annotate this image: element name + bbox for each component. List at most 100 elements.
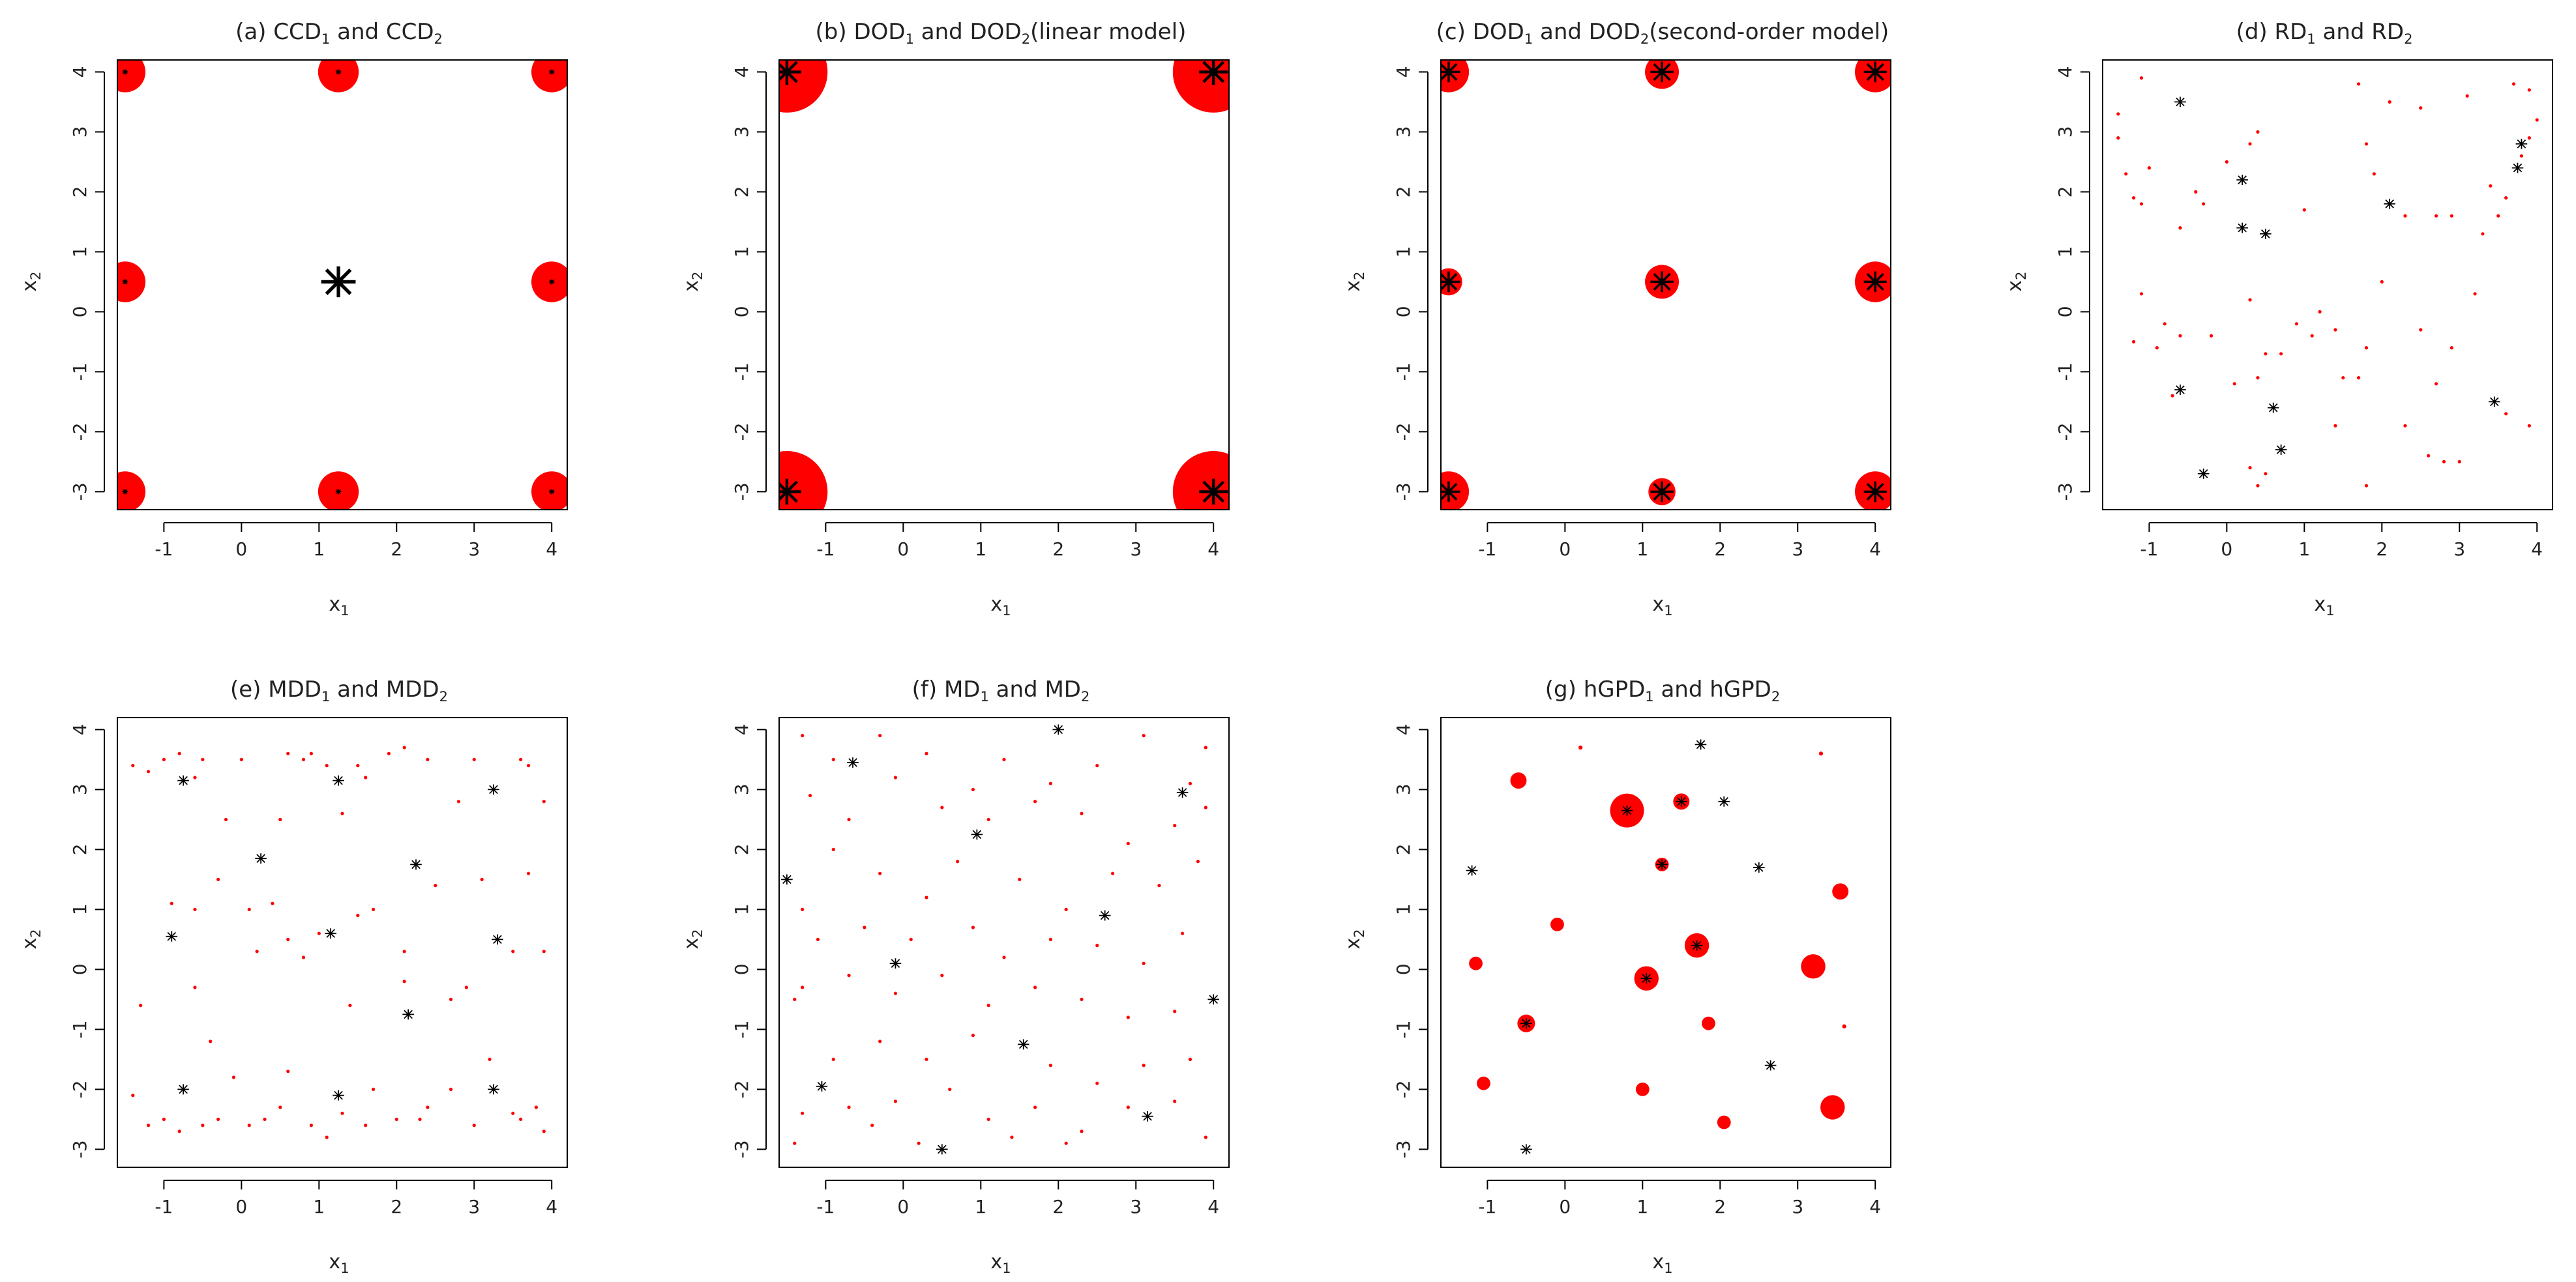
candidate-point	[531, 471, 567, 510]
y-tick-label: -3	[2054, 482, 2076, 501]
candidate-point	[216, 1117, 220, 1121]
y-tick-label: -3	[69, 1140, 91, 1158]
y-tick-label: 1	[2054, 246, 2076, 257]
candidate-point	[201, 1124, 205, 1128]
candidate-point	[2225, 160, 2228, 164]
candidate-point	[801, 985, 805, 989]
candidate-point	[286, 751, 290, 755]
panel-title: (e) MDD1 and MDD2	[230, 677, 448, 705]
design-point-marker	[548, 279, 555, 285]
candidate-point	[2124, 172, 2128, 176]
y-axis: -3 -2 -1 0 1 2 3 4	[1393, 66, 1429, 501]
x-axis-label: x1	[329, 1251, 349, 1276]
candidate-point	[2465, 94, 2469, 98]
candidate-point	[956, 860, 960, 864]
candidate-point	[526, 871, 531, 875]
panel-title: (g) hGPD1 and hGPD2	[1545, 677, 1780, 705]
candidate-point	[1080, 811, 1084, 815]
x-axis-label: x1	[990, 1251, 1011, 1276]
candidate-point	[216, 877, 220, 881]
candidate-point	[2264, 472, 2268, 476]
y-axis: -3 -2 -1 0 1 2 3 4	[731, 723, 767, 1158]
y-tick-label: -2	[1393, 422, 1414, 441]
candidate-point	[2155, 346, 2159, 350]
candidate-point	[2504, 196, 2508, 200]
candidate-point	[1188, 1057, 1192, 1061]
panel-title: (c) DOD1 and DOD2(second-order model)	[1436, 19, 1889, 47]
candidate-point	[2380, 280, 2384, 284]
candidate-point	[2163, 322, 2167, 326]
x-tick-label: 3	[2453, 538, 2465, 560]
y-tick-label: 3	[69, 126, 91, 138]
design-point-marker	[2236, 222, 2248, 233]
y-axis-label: x2	[18, 271, 44, 291]
y-axis-label: x2	[1342, 271, 1367, 291]
candidate-point	[1080, 997, 1084, 1001]
candidate-point	[925, 1057, 928, 1061]
candidate-point	[1832, 883, 1849, 900]
candidate-point	[2364, 484, 2369, 488]
candidate-point	[193, 985, 197, 989]
candidate-point	[426, 757, 430, 761]
y-tick-label: -3	[69, 482, 91, 501]
x-tick-label: -1	[155, 538, 173, 560]
design-point-marker	[335, 69, 342, 75]
y-tick-label: -1	[2054, 362, 2076, 381]
design-point-marker	[1621, 805, 1633, 816]
design-point-marker	[1650, 271, 1674, 293]
candidate-point	[1173, 1100, 1177, 1103]
candidate-point	[971, 787, 975, 791]
x-tick-label: 1	[313, 538, 325, 560]
design-point-marker	[122, 489, 128, 495]
design-point-marker	[402, 1009, 414, 1020]
candidate-point	[209, 1040, 213, 1043]
design-point-marker	[166, 931, 178, 942]
design-point-marker	[1675, 796, 1687, 807]
candidate-point	[2527, 136, 2531, 140]
y-tick-label: 4	[69, 723, 91, 735]
candidate-point	[2419, 106, 2423, 110]
candidate-point	[472, 757, 476, 761]
candidate-point	[1142, 734, 1146, 738]
x-tick-label: 0	[235, 538, 247, 560]
candidate-point	[364, 776, 368, 779]
candidate-point	[356, 914, 360, 918]
candidate-point	[878, 734, 882, 738]
design-point-marker	[2488, 396, 2500, 407]
candidate-point	[255, 950, 259, 954]
candidate-point	[1635, 1083, 1650, 1096]
design-point-marker	[488, 784, 499, 795]
panel-title: (d) RD1 and RD2	[2236, 19, 2413, 47]
candidate-point	[917, 1141, 921, 1145]
y-axis-label: x2	[2004, 271, 2029, 291]
candidate-point	[2442, 459, 2446, 464]
candidate-point	[356, 764, 360, 768]
candidate-point	[831, 1057, 835, 1061]
design-point-marker	[971, 829, 983, 840]
design-point-marker	[122, 279, 128, 285]
x-axis: -1 0 1 2 3 4	[155, 522, 557, 560]
plot-frame	[1440, 59, 1891, 510]
design-point-marker	[488, 1084, 499, 1095]
candidate-point	[2147, 166, 2151, 170]
candidate-point	[2333, 424, 2337, 428]
candidate-point	[519, 757, 523, 761]
x-tick-label: -1	[155, 1196, 173, 1217]
candidate-point	[2427, 454, 2431, 458]
candidate-point	[139, 1004, 143, 1008]
panel-title: (b) DOD1 and DOD2(linear model)	[816, 19, 1187, 47]
candidate-point	[318, 60, 359, 93]
candidate-point	[1048, 781, 1052, 785]
candidate-point	[2434, 214, 2438, 218]
y-tick-label: -3	[731, 482, 752, 501]
markers-layer	[781, 724, 1220, 1155]
x-tick-label: 3	[468, 1196, 480, 1217]
candidate-point	[801, 907, 805, 911]
design-point-marker	[2267, 402, 2279, 413]
candidate-point	[2489, 184, 2493, 188]
design-point-marker	[1142, 1111, 1153, 1122]
candidate-point	[1064, 907, 1068, 911]
candidate-point	[1110, 871, 1115, 875]
